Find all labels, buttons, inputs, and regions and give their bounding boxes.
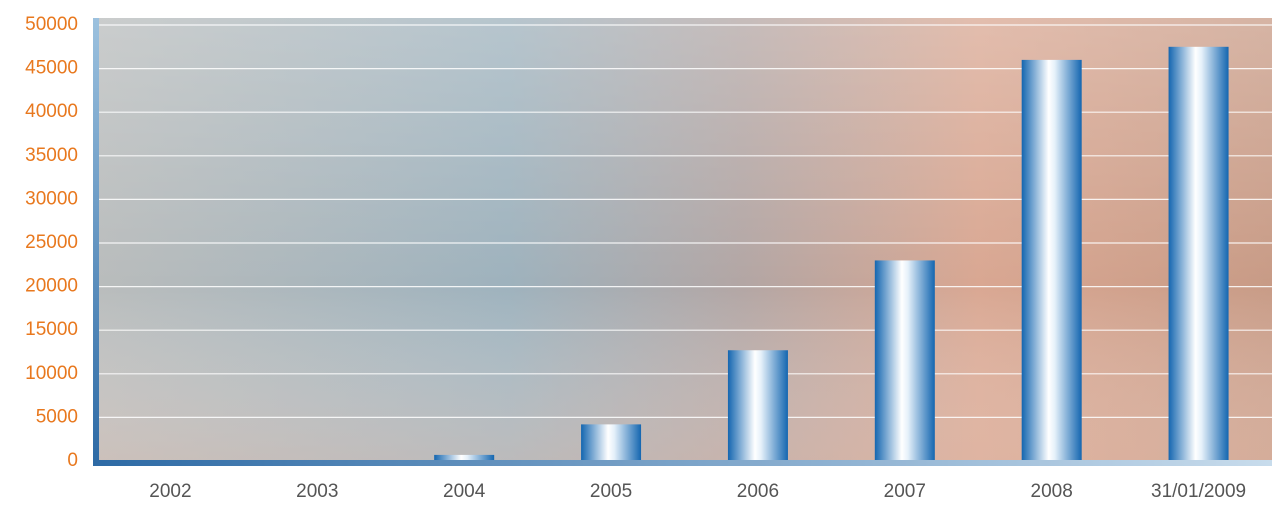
x-tick-label: 2006 — [737, 481, 779, 502]
bar — [581, 424, 642, 461]
y-tick-label: 40000 — [25, 101, 78, 122]
y-axis — [93, 18, 99, 466]
x-tick-label: 2003 — [296, 481, 338, 502]
x-tick-label: 2005 — [590, 481, 632, 502]
y-tick-label: 5000 — [36, 406, 78, 427]
y-tick-label: 0 — [67, 450, 78, 471]
bar — [1021, 59, 1082, 461]
x-tick-label: 2002 — [149, 481, 191, 502]
plot-shading — [97, 18, 1272, 461]
bar — [434, 454, 495, 461]
y-tick-label: 35000 — [25, 145, 78, 166]
x-tick-label: 2004 — [443, 481, 486, 502]
y-tick-label: 25000 — [25, 232, 78, 253]
bar — [1168, 46, 1229, 462]
y-tick-label: 10000 — [25, 363, 78, 384]
x-axis — [93, 460, 1272, 466]
y-tick-label: 30000 — [25, 188, 78, 209]
x-tick-label: 2008 — [1031, 481, 1073, 502]
x-tick-label: 31/01/2009 — [1151, 481, 1246, 502]
y-tick-label: 15000 — [25, 319, 78, 340]
y-tick-label: 20000 — [25, 276, 78, 297]
x-tick-label: 2007 — [884, 481, 926, 502]
bar — [874, 260, 935, 461]
y-tick-label: 50000 — [25, 14, 78, 35]
bar — [727, 350, 788, 461]
y-tick-label: 45000 — [25, 58, 78, 79]
